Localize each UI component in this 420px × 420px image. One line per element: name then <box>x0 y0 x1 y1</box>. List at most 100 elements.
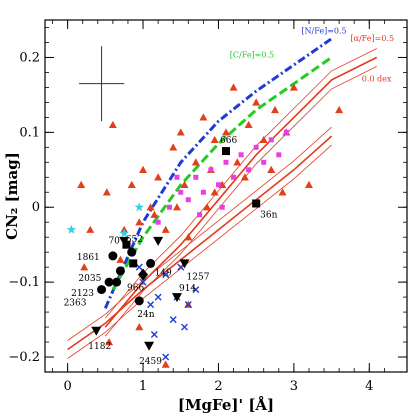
square-point <box>208 167 214 173</box>
point-label: 652 <box>126 235 143 245</box>
square-point <box>129 259 138 268</box>
triangle-down-point <box>171 293 182 303</box>
triangle-up-point <box>146 203 155 211</box>
x-cross-point <box>181 323 189 331</box>
x-cross-point <box>135 263 143 271</box>
triangle-up-point <box>184 233 193 241</box>
triangle-up-point <box>233 158 242 166</box>
model-curve-track <box>67 126 332 341</box>
x-tick-label: 2 <box>214 379 222 394</box>
x-tick-label: 0 <box>63 379 71 394</box>
point-label: 24n <box>137 310 154 320</box>
triangle-down-point <box>153 236 164 246</box>
square-point <box>252 199 261 208</box>
point-label: 1861 <box>77 253 100 263</box>
point-label: 2363 <box>64 299 87 309</box>
x-cross-point <box>184 301 192 309</box>
square-point <box>238 152 244 158</box>
model-curve <box>67 135 333 351</box>
circle-point <box>115 266 125 276</box>
x-cross-point <box>162 271 170 279</box>
tick-labels: 0 1 2 3 4 −0.2 −0.1 0 0.1 0.2 <box>8 50 373 394</box>
curve-labels: [N/Fe]=0.5 [C/Fe]=0.5 [α/Fe]=0.5 0.0 dex <box>230 26 394 83</box>
triangle-up-point <box>203 203 212 211</box>
square-point <box>261 159 267 165</box>
triangle-up-point <box>304 180 313 188</box>
triangle-down-point <box>179 259 190 269</box>
x-cross-point <box>169 316 177 324</box>
square-point <box>166 204 172 210</box>
square-point <box>122 240 131 249</box>
data-points <box>66 83 344 368</box>
triangle-down-point <box>91 326 102 336</box>
circle-point <box>97 285 107 295</box>
point-label: 914 <box>179 284 196 294</box>
triangle-up-point <box>244 120 253 129</box>
square-point <box>155 219 161 225</box>
square-point <box>200 189 206 195</box>
triangle-up-point <box>150 210 159 218</box>
triangle-down-point <box>144 341 155 351</box>
point-label: 1257 <box>187 272 210 282</box>
model-curve-track <box>104 48 377 319</box>
triangle-up-point <box>102 188 111 196</box>
point-label: 36n <box>260 210 277 220</box>
model-curve-track <box>104 66 377 337</box>
model-curves <box>67 37 378 359</box>
triangle-up-point <box>271 105 280 114</box>
x-axis-title: [MgFe]' [Å] <box>178 396 274 414</box>
y-tick-label: −0.2 <box>8 350 40 365</box>
triangle-up-point <box>240 173 249 181</box>
triangle-up-point <box>222 128 230 136</box>
square-point <box>197 212 203 218</box>
square-point <box>222 147 230 156</box>
model-curve-track <box>67 144 332 359</box>
point-label: 966 <box>127 284 144 294</box>
triangle-up-point <box>278 188 287 196</box>
curve-label: [C/Fe]=0.5 <box>230 50 274 59</box>
y-tick-label: 0.2 <box>19 50 40 65</box>
triangle-up-point <box>210 188 219 196</box>
star-point <box>134 202 144 212</box>
triangle-up-point <box>135 218 144 226</box>
y-tick-label: −0.1 <box>8 275 40 290</box>
point-label: 666 <box>220 136 237 146</box>
triangle-up-point <box>139 165 148 173</box>
triangle-up-point <box>335 105 344 114</box>
square-point <box>223 159 229 165</box>
square-point <box>178 189 184 195</box>
square-point <box>276 152 282 158</box>
y-tick-label: 0.1 <box>19 125 40 140</box>
triangle-up-point <box>161 360 170 368</box>
square-point <box>219 204 225 210</box>
circle-point <box>108 251 118 261</box>
point-labels: 1182 914 1257 2459 1861 2035 652 24n 149 21232363… <box>64 136 278 367</box>
square-point <box>185 197 191 203</box>
x-tick-label: 1 <box>139 379 147 394</box>
circle-point <box>127 247 137 257</box>
triangle-up-point <box>176 128 185 136</box>
triangle-up-point <box>127 180 136 188</box>
curve-label: 0.0 dex <box>362 74 392 83</box>
triangle-up-point <box>180 180 189 188</box>
x-cross-point <box>162 353 170 361</box>
point-label: 1182 <box>88 342 111 352</box>
y-axis-title: CN₂ [mag] <box>3 152 21 240</box>
square-point <box>283 129 289 135</box>
point-label: 70 <box>108 237 120 247</box>
triangle-up-point <box>116 255 125 263</box>
circle-point <box>104 277 114 287</box>
axis-ticks <box>45 20 407 372</box>
triangle-up-point <box>172 203 181 211</box>
x-cross-point <box>139 278 147 286</box>
triangle-up-point <box>252 98 261 106</box>
square-point <box>231 174 237 180</box>
model-curve <box>111 56 333 291</box>
plot-frame <box>44 19 408 373</box>
star-point <box>119 228 129 238</box>
point-label: 2459 <box>139 357 162 367</box>
square-point <box>193 174 199 180</box>
square-point <box>246 167 252 173</box>
square-point <box>253 144 259 150</box>
x-tick-label: 4 <box>365 379 373 394</box>
